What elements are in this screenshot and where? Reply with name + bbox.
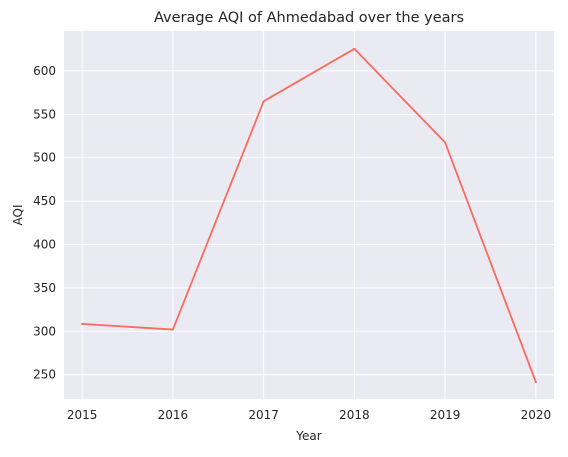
y-tick-label: 450 bbox=[33, 194, 56, 208]
y-tick-label: 250 bbox=[33, 368, 56, 382]
x-tick-label: 2015 bbox=[67, 408, 98, 422]
x-tick-label: 2017 bbox=[248, 408, 279, 422]
series-layer bbox=[81, 47, 537, 383]
x-tick-label: 2019 bbox=[430, 408, 461, 422]
grid-lines bbox=[64, 31, 554, 399]
y-tick-label: 500 bbox=[33, 151, 56, 165]
series-line bbox=[81, 47, 537, 383]
y-axis-label: AQI bbox=[11, 205, 25, 226]
y-tick-label: 550 bbox=[33, 107, 56, 121]
tick-labels: 2015 2016 2017 2018 2019 2020 250 300 350 400 450 5… bbox=[33, 64, 551, 422]
x-tick-label: 2018 bbox=[339, 408, 370, 422]
data-point bbox=[262, 100, 265, 103]
data-point bbox=[534, 381, 537, 383]
y-tick-label: 300 bbox=[33, 324, 56, 338]
y-tick-label: 350 bbox=[33, 281, 56, 295]
data-point bbox=[81, 323, 84, 325]
data-point bbox=[353, 47, 356, 50]
x-axis-label: Year bbox=[295, 429, 321, 443]
chart-title: Average AQI of Ahmedabad over the years bbox=[154, 10, 464, 26]
data-point bbox=[171, 328, 174, 331]
data-point bbox=[444, 141, 447, 144]
x-tick-label: 2016 bbox=[158, 408, 189, 422]
plot-area bbox=[64, 31, 554, 399]
x-tick-label: 2020 bbox=[521, 408, 552, 422]
y-tick-label: 600 bbox=[33, 64, 56, 78]
y-tick-label: 400 bbox=[33, 238, 56, 252]
